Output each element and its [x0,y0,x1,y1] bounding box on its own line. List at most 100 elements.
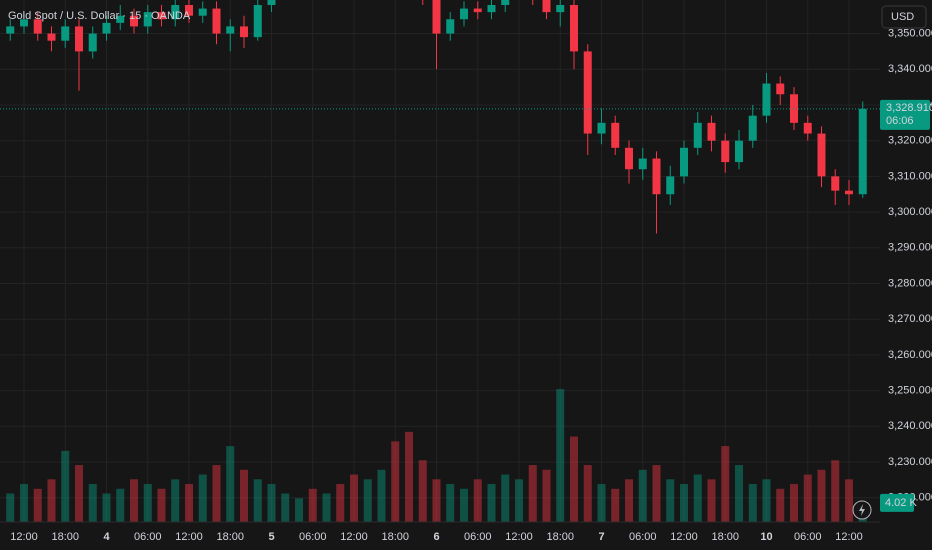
candle-body [570,4,578,52]
last-price-tag [880,99,930,130]
candle-body [748,115,757,141]
volume-bar [707,479,716,522]
volume-bar [831,460,840,522]
candle-body [226,26,235,34]
candle-body [762,83,771,116]
candle-body [501,0,510,5]
volume-bar [198,474,207,522]
volume-bar [556,389,565,522]
x-tick-label: 5 [268,531,274,543]
volume-bar [20,484,28,522]
candle-body [20,19,28,27]
candle-body [803,122,812,134]
volume-bar [693,474,702,522]
volume-bar [735,465,743,522]
candle-body [143,12,152,27]
candle-body [707,122,716,141]
x-tick-label: 12:00 [175,531,203,543]
x-tick-label: 06:00 [464,531,492,543]
currency-button[interactable] [881,5,927,29]
x-tick-label: 06:00 [299,531,327,543]
x-tick-label: 12:00 [505,531,533,543]
y-tick-label: 3,240.000 [888,420,932,432]
candle-body [473,8,482,13]
volume-bar [391,441,400,522]
candle-body [446,19,455,34]
volume-bar [542,469,551,522]
volume-bar [721,446,730,522]
volume-bar [377,469,386,522]
candles [0,0,880,234]
volume-bar [143,484,152,522]
candle-body [460,8,468,20]
y-tick-label: 3,230.000 [888,456,932,468]
candle-body [75,26,83,52]
y-tick-label: 3,310.000 [888,170,932,182]
last-volume-label: 4.02 K [885,497,917,509]
volume-bar [116,488,125,522]
candle-body [680,147,688,177]
candle-body [542,0,551,13]
volume-bar [185,484,193,522]
candle-body [625,147,633,170]
candle-body [776,83,785,95]
volume-bar [473,479,482,522]
volume-bar [226,446,235,522]
volume-bar [75,465,83,522]
candle-body [831,176,840,191]
y-tick-label: 3,270.000 [888,313,932,325]
last-price-label: 3,328.910 [886,102,932,114]
volume-bar [446,484,455,522]
candle-body [790,94,798,123]
candle-body [583,51,592,134]
volume-bar [583,465,592,522]
volume-bar [845,479,853,522]
x-tick-label: 12:00 [835,531,863,543]
candle-body [666,176,675,195]
y-tick-label: 3,280.000 [888,277,932,289]
y-tick-label: 3,350.000 [888,27,932,39]
volume-bar [363,479,372,522]
candle-body [185,4,193,16]
candle-body [6,26,15,34]
volume-bar [102,493,111,522]
volume-bar [803,474,812,522]
candle-body [157,12,166,20]
candle-body [652,158,661,195]
candle-body [858,108,867,195]
axes: 3,220.0003,230.0003,240.0003,250.0003,26… [10,27,932,542]
volume-bar [350,474,358,522]
candle-body [240,26,248,38]
x-tick-label: 18:00 [711,531,739,543]
volume-bar [295,498,303,522]
candle-body [198,8,207,16]
candle-body [47,33,56,41]
volume-bar [308,488,317,522]
y-tick-label: 3,260.000 [888,349,932,361]
x-tick-label: 18:00 [546,531,574,543]
volume-bar [47,479,56,522]
x-tick-label: 4 [103,531,110,543]
currency-label[interactable]: USD [891,11,914,23]
candle-body [487,4,496,13]
candle-body [212,8,221,34]
lightning-icon [859,504,865,516]
candle-body [735,140,743,163]
x-tick-label: 18:00 [381,531,409,543]
volume-bar [597,484,606,522]
y-tick-label: 3,320.000 [888,135,932,147]
candle-body [556,4,565,13]
candle-body [597,122,606,134]
last-volume-tag [880,493,914,512]
volume-bar [666,479,675,522]
candle-body [721,140,730,163]
candle-body [116,15,125,23]
volume-bar [267,484,276,522]
x-tick-label: 06:00 [134,531,162,543]
y-tick-label: 3,340.000 [888,63,932,75]
candle-body [817,133,826,177]
volume-bar [790,484,798,522]
chart-title: Gold Spot / U.S. Dollar · 15 · OANDA [8,10,191,22]
volume-bar [88,484,97,522]
volume-bar [817,469,826,522]
